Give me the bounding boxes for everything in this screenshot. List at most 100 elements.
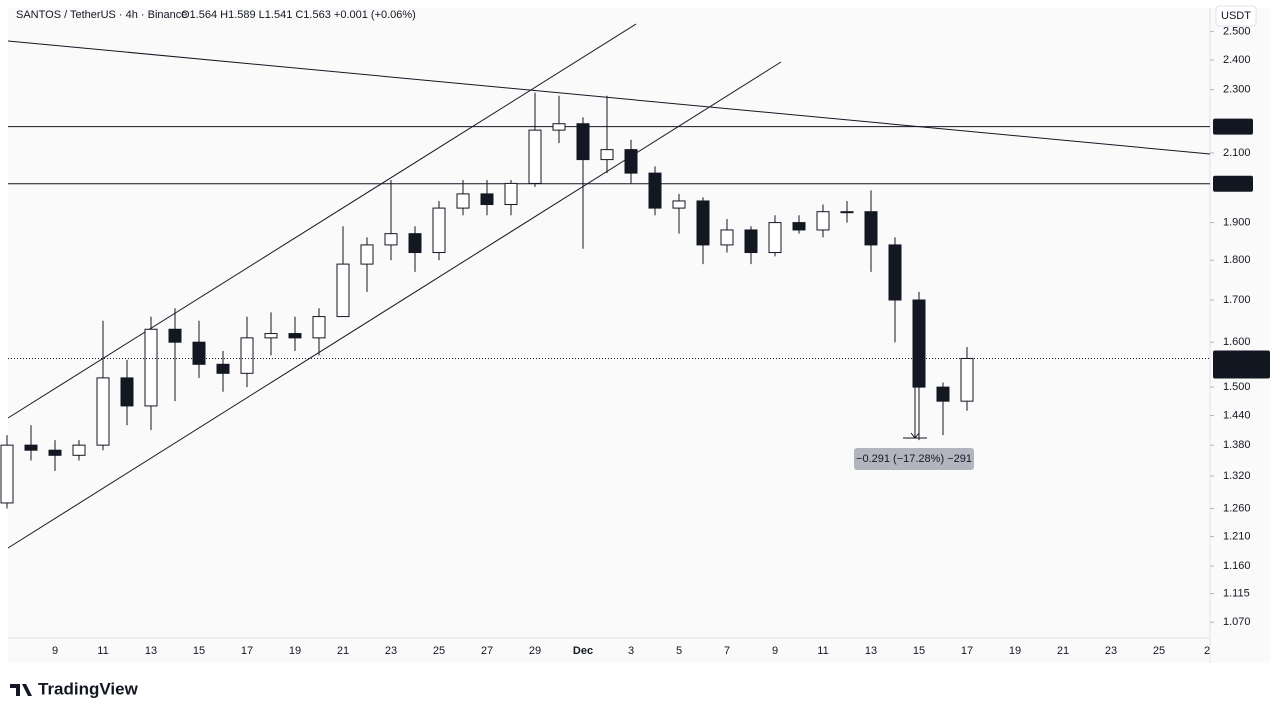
x-tick-label: 9 <box>52 645 58 657</box>
candle-body <box>720 229 734 246</box>
y-tick-label: 1.115 <box>1223 587 1250 599</box>
candle-body <box>144 328 158 407</box>
last-price-label: 1.563 <box>1219 352 1247 364</box>
chart-background <box>8 8 1270 663</box>
x-tick-label: 9 <box>772 645 778 657</box>
brand: TradingView <box>38 679 139 698</box>
y-tick-label: 1.070 <box>1223 616 1251 628</box>
candle-body <box>384 233 398 246</box>
y-tick-label: 1.320 <box>1223 470 1251 482</box>
candle-body <box>672 200 686 209</box>
x-tick-label: 27 <box>481 645 493 657</box>
candle-body <box>336 263 350 318</box>
candle-body <box>960 357 974 402</box>
candle-body <box>216 363 230 374</box>
y-tick-label: 1.440 <box>1223 409 1251 421</box>
candle-body <box>192 341 206 365</box>
candle-body <box>48 449 62 456</box>
candle-body <box>288 333 302 339</box>
x-tick-label: Dec <box>573 645 593 657</box>
x-tick-label: 11 <box>97 645 108 657</box>
x-tick-label: 23 <box>1105 645 1117 657</box>
candle-body <box>360 244 374 265</box>
x-tick-label: 15 <box>193 645 205 657</box>
x-tick-label: 17 <box>241 645 253 657</box>
candle-body <box>576 123 590 161</box>
y-tick-label: 2.400 <box>1223 54 1251 66</box>
candle-body <box>456 193 470 209</box>
candle-body <box>96 377 110 446</box>
y-tick-label: 1.800 <box>1223 254 1251 266</box>
x-tick-label: 13 <box>865 645 877 657</box>
x-tick-label: 25 <box>1153 645 1165 657</box>
level-label: 2.181 <box>1219 121 1247 133</box>
candle-body <box>888 244 902 301</box>
last-price-box <box>1213 350 1270 379</box>
x-tick-label: 15 <box>913 645 925 657</box>
candle-body <box>792 222 806 231</box>
measure-box <box>854 448 974 470</box>
level-box <box>1213 175 1253 192</box>
ohlc-legend: O1.564 H1.589 L1.541 C1.563 +0.001 (+0.0… <box>181 9 416 21</box>
x-tick-label: 25 <box>433 645 445 657</box>
candle-body <box>72 444 86 456</box>
y-tick-label: 2.100 <box>1223 147 1251 159</box>
y-tick-label: 1.700 <box>1223 294 1251 306</box>
candle-body <box>24 444 38 451</box>
candle-body <box>120 377 134 407</box>
descending-line <box>7 40 1211 155</box>
candle-body <box>168 328 182 343</box>
y-tick-label: 1.380 <box>1223 439 1251 451</box>
candle-body <box>912 299 926 388</box>
y-tick-label: 1.260 <box>1223 502 1251 514</box>
measure-label: −0.291 (−17.28%) −291 <box>856 453 972 465</box>
x-tick-label: 29 <box>529 645 541 657</box>
candle-body <box>480 193 494 206</box>
candle-body <box>864 211 878 246</box>
y-tick-label: 2.300 <box>1223 84 1251 96</box>
y-tick-label: 1.900 <box>1223 216 1251 228</box>
candle-body <box>648 172 662 209</box>
x-tick-label: 5 <box>676 645 682 657</box>
level-label: 2.009 <box>1219 178 1247 190</box>
logo-icon <box>10 684 32 696</box>
channel-upper <box>7 23 637 419</box>
candle-body <box>408 233 422 254</box>
x-tick-label: 19 <box>1009 645 1021 657</box>
x-tick-label: 19 <box>289 645 301 657</box>
x-tick-label: 2 <box>1204 645 1210 657</box>
candle-body <box>264 333 278 339</box>
x-tick-label: 17 <box>961 645 973 657</box>
y-tick-label: 1.600 <box>1223 336 1251 348</box>
x-tick-label: 13 <box>145 645 157 657</box>
x-tick-label: 21 <box>337 645 349 657</box>
currency-box <box>1215 5 1257 27</box>
candle-body <box>240 337 254 374</box>
candle-body <box>768 222 782 254</box>
channel-lower <box>7 61 782 549</box>
candle-body <box>744 229 758 254</box>
countdown: 01:50:01 <box>1219 365 1262 377</box>
y-tick-label: 1.210 <box>1223 531 1251 543</box>
level-box <box>1213 118 1253 135</box>
candle-body <box>0 444 14 504</box>
y-tick-label: 1.160 <box>1223 560 1251 572</box>
candle-body <box>696 200 710 246</box>
candle-body <box>840 211 854 214</box>
x-tick-label: 23 <box>385 645 397 657</box>
x-tick-label: 3 <box>628 645 634 657</box>
x-tick-label: 21 <box>1057 645 1069 657</box>
candle-body <box>552 123 566 131</box>
currency: USDT <box>1221 10 1251 22</box>
logo: TradingView <box>10 679 139 698</box>
candle-body <box>600 149 614 161</box>
measure-arrowhead <box>910 432 920 439</box>
y-tick-label: 1.500 <box>1223 381 1251 393</box>
x-tick-label: 11 <box>817 645 828 657</box>
candle-body <box>816 211 830 231</box>
candle-body <box>936 386 950 402</box>
candle-body <box>528 129 542 184</box>
candle-body <box>504 182 518 206</box>
